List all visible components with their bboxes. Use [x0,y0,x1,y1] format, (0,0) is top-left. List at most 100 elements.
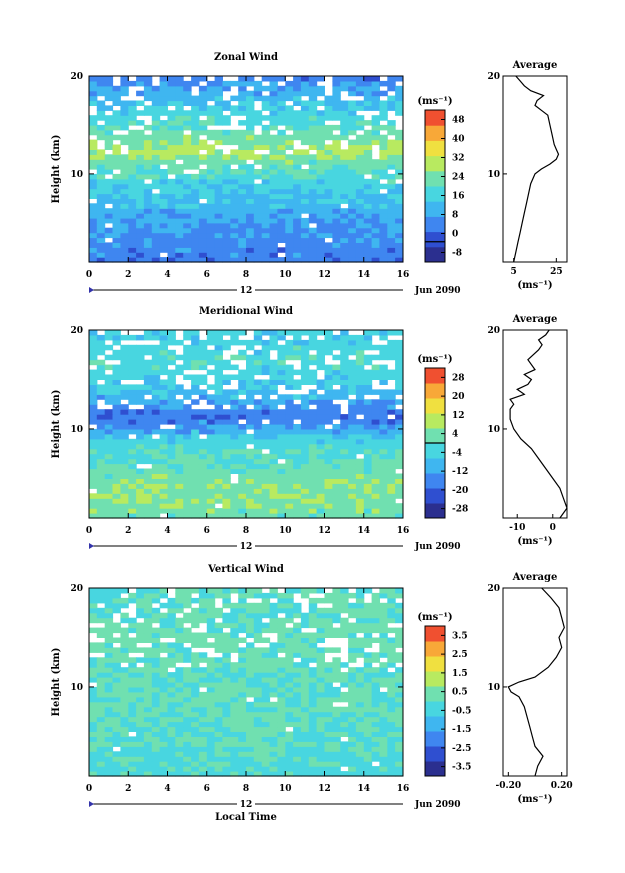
heatmap-cell [332,173,341,180]
heatmap-cell [159,746,168,752]
heatmap-cell [332,183,341,190]
heatmap-cell [371,90,380,97]
heatmap-cell [112,354,121,361]
heatmap-cell [363,247,373,253]
heatmap-cell [198,468,208,474]
heatmap-cell [324,592,333,599]
heatmap-cell [395,746,404,752]
heatmap-cell [128,139,137,146]
heatmap-cell [89,597,98,604]
heatmap-cell [348,257,357,263]
heatmap-cell [112,473,121,479]
heatmap-cell [277,741,286,747]
heatmap-cell [120,424,129,430]
heatmap-cell [191,483,200,489]
heatmap-cell [253,389,263,395]
heatmap-cell [238,597,247,604]
heatmap-cell [308,721,318,728]
heatmap-cell [363,428,373,435]
heatmap-cell [136,682,145,688]
heatmap-cell [355,354,365,361]
heatmap-cell [96,483,106,489]
heatmap-cell [300,409,310,415]
heatmap-cell [206,731,216,737]
heatmap-cell [120,448,129,455]
heatmap-cell [261,438,271,445]
heatmap-cell [230,203,239,209]
heatmap-cell [151,374,161,380]
heatmap-cell [308,488,318,494]
heatmap-cell [379,399,388,405]
heatmap-cell [246,379,255,385]
heatmap-cell [96,503,106,509]
heatmap-cell [348,652,357,658]
heatmap-cell [191,242,200,248]
heatmap-cell [308,115,318,121]
heatmap-cell [285,354,294,361]
heatmap-cell [332,115,341,121]
heatmap-cell [120,642,129,648]
heatmap-cell [104,662,114,668]
heatmap-cell [355,602,365,609]
heatmap-cell [395,726,404,732]
heatmap-cell [104,159,114,165]
heatmap-cell [167,76,176,82]
heatmap-cell [214,428,223,435]
heatmap-cell [214,458,223,465]
heatmap-cell [340,588,349,594]
heatmap-cell [104,80,114,87]
heatmap-cell [285,652,294,658]
heatmap-cell [340,597,349,604]
heatmap-cell [355,478,365,484]
heatmap-cell [128,642,137,648]
heatmap-cell [324,208,333,214]
heatmap-cell [175,706,184,713]
heatmap-cell [214,419,223,425]
heatmap-cell [198,657,208,663]
heatmap-cell [355,701,365,708]
x-tick-label: 14 [357,784,370,794]
heatmap-cell [246,642,255,648]
heatmap-cell [206,257,216,263]
heatmap-cell [324,379,333,385]
colorbar-segment [425,155,445,172]
heatmap-cell [371,478,380,484]
heatmap-cell [261,139,271,146]
heatmap-cell [89,428,98,435]
heatmap-cell [143,227,153,234]
heatmap-cell [246,508,255,514]
heatmap-cell [230,178,239,185]
heatmap-cell [293,428,302,435]
heatmap-cell [308,369,318,376]
heatmap-cell [348,384,357,390]
heatmap-cell [316,232,325,239]
heatmap-cell [246,691,255,698]
heatmap-cell [167,756,176,762]
heatmap-cell [120,602,129,609]
heatmap-cell [379,508,388,514]
heatmap-cell [277,766,286,772]
colorbar-tick-label: 8 [452,211,458,221]
heatmap-cell [324,741,333,747]
heatmap-cell [222,164,231,170]
heatmap-cell [355,257,365,263]
heatmap-cell [230,419,239,425]
heatmap-cell [379,652,388,658]
heatmap-cell [128,761,137,767]
heatmap-cell [175,672,184,678]
heatmap-cell [246,364,255,371]
heatmap-cell [316,424,325,430]
heatmap-cell [104,701,114,708]
heatmap-cell [128,173,137,180]
heatmap-cell [104,409,114,415]
heatmap-cell [387,761,396,767]
heatmap-cell [355,766,365,772]
heatmap-cell [355,90,365,97]
heatmap-cell [293,208,302,214]
x-tick-label: 2 [125,270,131,280]
heatmap-cell [285,120,294,126]
heatmap-cell [128,478,137,484]
heatmap-cell [277,721,286,728]
heatmap-cell [136,597,145,604]
heatmap-cell [89,334,98,341]
